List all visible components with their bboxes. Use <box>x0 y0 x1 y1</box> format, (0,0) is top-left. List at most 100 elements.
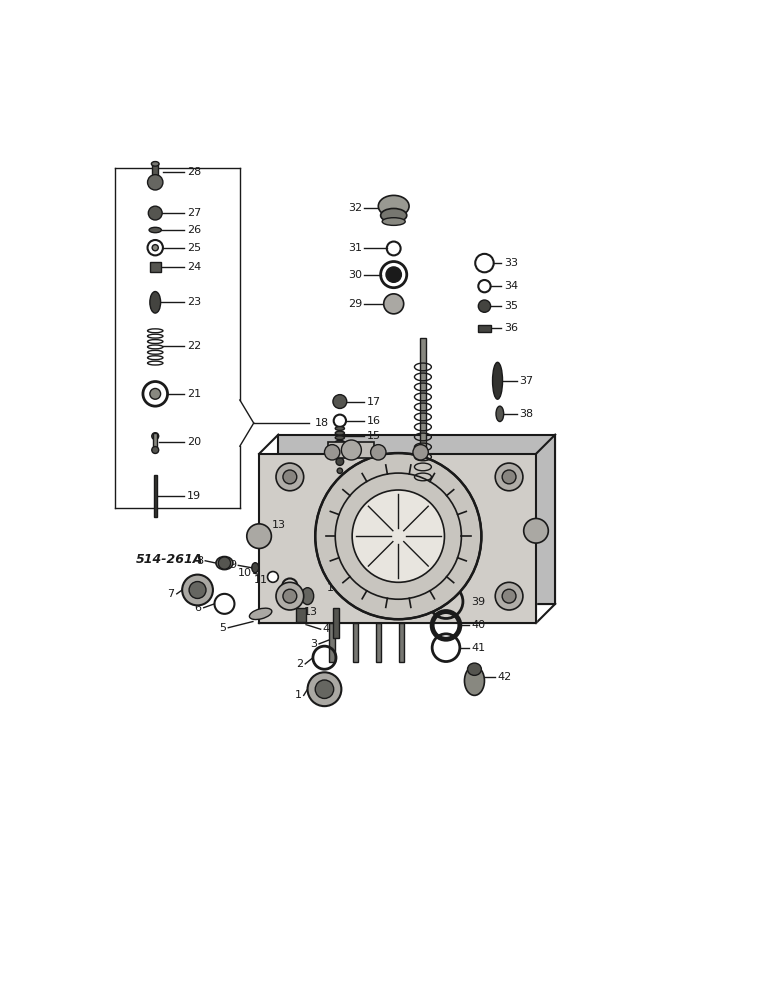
Circle shape <box>502 589 516 603</box>
Text: 30: 30 <box>348 270 362 280</box>
Text: 11: 11 <box>254 575 269 585</box>
Circle shape <box>479 280 491 292</box>
Ellipse shape <box>336 458 344 465</box>
Text: 8: 8 <box>196 556 203 566</box>
Ellipse shape <box>150 292 161 313</box>
Circle shape <box>147 175 163 190</box>
Ellipse shape <box>151 162 159 166</box>
Text: 6: 6 <box>195 603 201 613</box>
Text: 34: 34 <box>503 281 518 291</box>
Circle shape <box>502 470 516 484</box>
Circle shape <box>189 582 206 598</box>
Ellipse shape <box>335 436 344 440</box>
Ellipse shape <box>149 227 161 233</box>
Text: 40: 40 <box>472 620 486 630</box>
Text: 25: 25 <box>187 243 201 253</box>
Circle shape <box>276 582 303 610</box>
Ellipse shape <box>493 362 503 399</box>
Ellipse shape <box>335 431 344 435</box>
Polygon shape <box>259 454 536 623</box>
Bar <box>154 433 157 452</box>
Text: 12: 12 <box>327 583 341 593</box>
Bar <box>328 442 374 458</box>
Circle shape <box>371 445 386 460</box>
Text: 36: 36 <box>503 323 518 333</box>
Text: 13: 13 <box>272 520 286 530</box>
Ellipse shape <box>152 447 159 453</box>
Ellipse shape <box>249 608 272 620</box>
Text: 9: 9 <box>229 560 236 570</box>
Text: 27: 27 <box>187 208 201 218</box>
Circle shape <box>218 557 231 569</box>
Text: 3: 3 <box>310 639 317 649</box>
Ellipse shape <box>337 468 343 473</box>
Text: 514-261A: 514-261A <box>136 553 203 566</box>
Bar <box>376 623 381 662</box>
Bar <box>150 262 161 272</box>
Ellipse shape <box>335 427 344 430</box>
Text: 22: 22 <box>187 341 201 351</box>
Circle shape <box>413 445 428 460</box>
Text: 29: 29 <box>348 299 362 309</box>
Circle shape <box>495 463 523 491</box>
Circle shape <box>352 490 445 582</box>
Text: 23: 23 <box>187 297 201 307</box>
Circle shape <box>152 245 158 251</box>
Bar <box>420 338 426 477</box>
Circle shape <box>276 463 303 491</box>
Circle shape <box>283 589 296 603</box>
Text: 38: 38 <box>519 409 533 419</box>
Ellipse shape <box>465 666 485 695</box>
Text: 39: 39 <box>472 597 486 607</box>
Circle shape <box>386 267 401 282</box>
Ellipse shape <box>252 563 259 573</box>
Text: 37: 37 <box>519 376 533 386</box>
Bar <box>478 325 492 332</box>
Bar <box>398 623 404 662</box>
Circle shape <box>307 672 341 706</box>
Circle shape <box>479 300 491 312</box>
Ellipse shape <box>378 195 409 217</box>
Ellipse shape <box>496 406 503 422</box>
Ellipse shape <box>381 208 407 222</box>
Text: 15: 15 <box>367 431 381 441</box>
Text: 1: 1 <box>294 690 301 700</box>
Text: 4: 4 <box>323 624 330 634</box>
Circle shape <box>283 470 296 484</box>
Bar <box>154 475 157 517</box>
Text: 7: 7 <box>168 589 174 599</box>
Circle shape <box>182 575 213 605</box>
Ellipse shape <box>468 663 482 675</box>
Text: 10: 10 <box>237 568 252 578</box>
Circle shape <box>324 445 340 460</box>
Circle shape <box>148 206 162 220</box>
Text: 20: 20 <box>187 437 201 447</box>
Text: 21: 21 <box>187 389 201 399</box>
Bar <box>152 163 158 186</box>
Bar <box>353 623 358 662</box>
Text: 42: 42 <box>497 672 512 682</box>
Text: 28: 28 <box>187 167 201 177</box>
Circle shape <box>268 572 279 582</box>
Polygon shape <box>279 435 555 604</box>
Text: 26: 26 <box>187 225 201 235</box>
Text: 5: 5 <box>219 623 226 633</box>
Text: 32: 32 <box>348 203 362 213</box>
Text: 14: 14 <box>367 462 381 472</box>
Ellipse shape <box>335 440 344 444</box>
Circle shape <box>150 388 161 399</box>
Circle shape <box>384 294 404 314</box>
Text: 17: 17 <box>367 397 381 407</box>
Text: 35: 35 <box>503 301 518 311</box>
Circle shape <box>247 524 272 548</box>
Text: 24: 24 <box>187 262 201 272</box>
Text: 33: 33 <box>503 258 518 268</box>
Text: 19: 19 <box>187 491 201 501</box>
Text: 41: 41 <box>472 643 486 653</box>
Text: 13: 13 <box>304 607 318 617</box>
Text: 18: 18 <box>315 418 330 428</box>
Circle shape <box>315 680 334 698</box>
Text: 2: 2 <box>296 659 303 669</box>
Text: 31: 31 <box>348 243 362 253</box>
Circle shape <box>341 440 361 460</box>
